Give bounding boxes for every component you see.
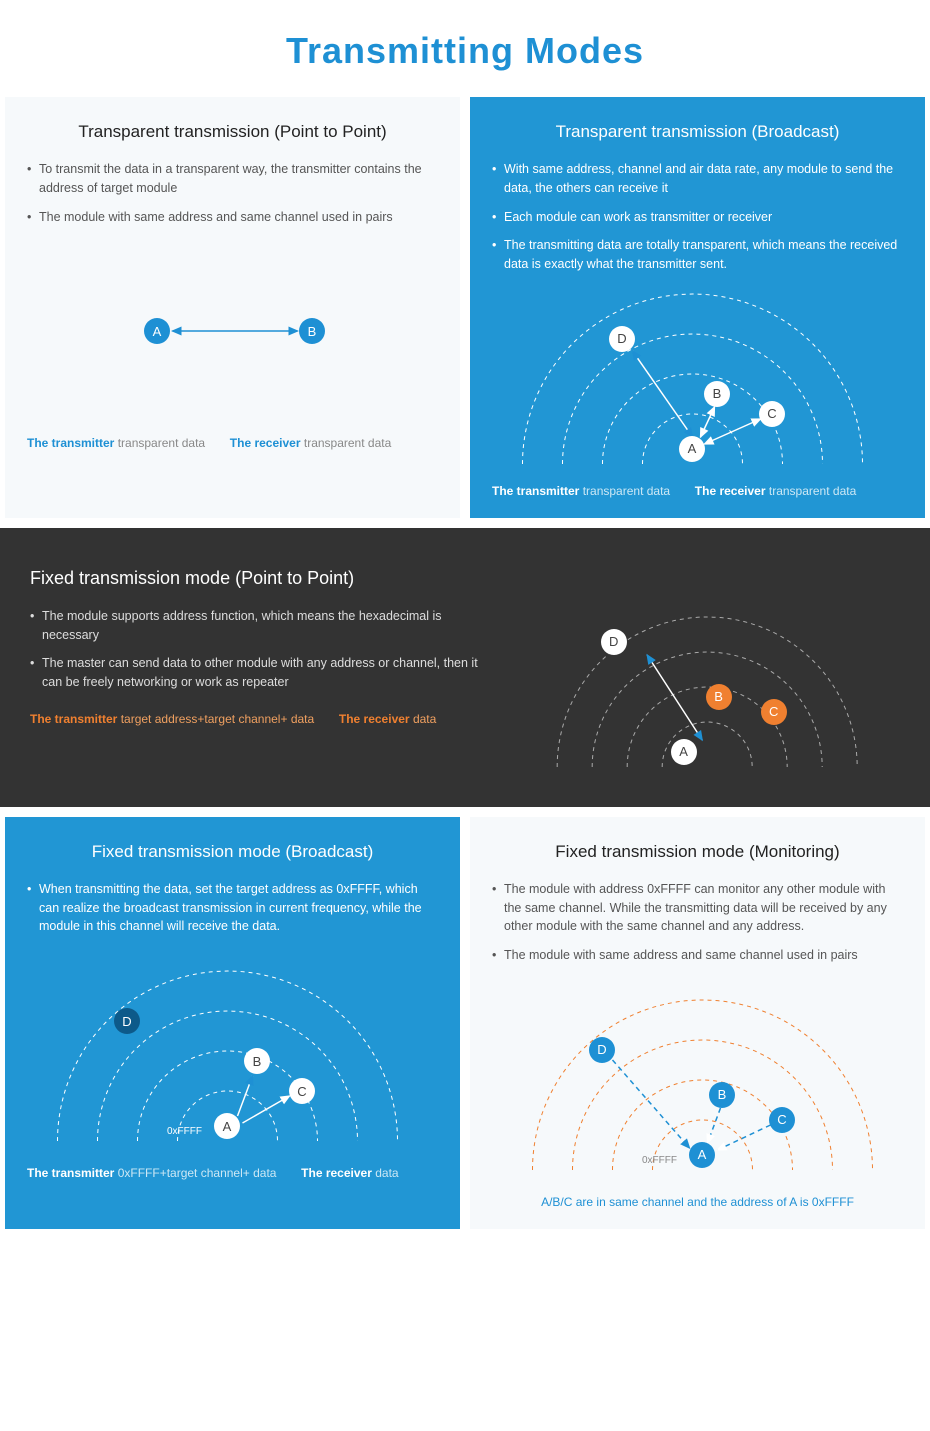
bullet-item: With same address, channel and air data … — [492, 160, 903, 198]
bullet-item: The master can send data to other module… — [30, 654, 494, 692]
node-C: C — [759, 401, 785, 427]
node-D: D — [589, 1037, 615, 1063]
bullet-list: The module supports address function, wh… — [30, 607, 494, 692]
panel-fixed-monitoring: Fixed transmission mode (Monitoring) The … — [470, 817, 925, 1229]
bullet-list: When transmitting the data, set the targ… — [27, 880, 438, 936]
node-A: A — [671, 739, 697, 765]
panel-title: Transparent transmission (Point to Point… — [27, 122, 438, 142]
node-C: C — [289, 1078, 315, 1104]
bullet-item: The module with address 0xFFFF can monit… — [492, 880, 903, 936]
panel-footer: The transmitter transparent data The rec… — [27, 436, 438, 450]
diagram-area: AB — [27, 241, 438, 421]
panel-p2p-transparent: Transparent transmission (Point to Point… — [5, 97, 460, 518]
label-ffff: 0xFFFF — [642, 1155, 677, 1166]
node-D: D — [601, 629, 627, 655]
node-B: B — [706, 684, 732, 710]
panel-fixed-p2p: Fixed transmission mode (Point to Point)… — [0, 528, 930, 807]
node-A: A — [679, 436, 705, 462]
node-D: D — [114, 1008, 140, 1034]
panel-broadcast-transparent: Transparent transmission (Broadcast) With… — [470, 97, 925, 518]
panel-title: Fixed transmission mode (Point to Point) — [30, 568, 900, 589]
bullet-item: The module with same address and same ch… — [27, 208, 438, 227]
node-C: C — [761, 699, 787, 725]
panel-footer-center: A/B/C are in same channel and the addres… — [492, 1195, 903, 1209]
bullet-item: To transmit the data in a transparent wa… — [27, 160, 438, 198]
row-1: Transparent transmission (Point to Point… — [0, 97, 930, 518]
node-B: B — [244, 1048, 270, 1074]
diagram-area: A B C D — [492, 289, 903, 469]
node-B: B — [704, 381, 730, 407]
panel-title: Fixed transmission mode (Monitoring) — [492, 842, 903, 862]
bullet-item: When transmitting the data, set the targ… — [27, 880, 438, 936]
node-D: D — [609, 326, 635, 352]
bullet-list: To transmit the data in a transparent wa… — [27, 160, 438, 226]
diagram-area: A B C D 0xFFFF — [492, 980, 903, 1180]
diagram-svg — [27, 241, 438, 421]
diagram-area: A B C D — [514, 607, 900, 777]
bullet-list: The module with address 0xFFFF can monit… — [492, 880, 903, 965]
node-A: A — [214, 1113, 240, 1139]
bullet-item: The transmitting data are totally transp… — [492, 236, 903, 274]
panel-fixed-broadcast: Fixed transmission mode (Broadcast) When … — [5, 817, 460, 1229]
label-ffff: 0xFFFF — [167, 1126, 202, 1137]
bullet-item: The module supports address function, wh… — [30, 607, 494, 645]
row-2: Fixed transmission mode (Point to Point)… — [0, 528, 930, 807]
node-C: C — [769, 1107, 795, 1133]
bullet-item: The module with same address and same ch… — [492, 946, 903, 965]
bullet-list: With same address, channel and air data … — [492, 160, 903, 274]
row-3: Fixed transmission mode (Broadcast) When … — [0, 817, 930, 1229]
node-A: A — [689, 1142, 715, 1168]
panel-title: Transparent transmission (Broadcast) — [492, 122, 903, 142]
diagram-area: A BC D 0xFFFF — [27, 951, 438, 1151]
node-B: B — [709, 1082, 735, 1108]
panel-footer: The transmitter transparent data The rec… — [492, 484, 903, 498]
main-title: Transmitting Modes — [0, 0, 930, 97]
panel-title: Fixed transmission mode (Broadcast) — [27, 842, 438, 862]
bullet-item: Each module can work as transmitter or r… — [492, 208, 903, 227]
panel-footer: The transmitter target address+target ch… — [30, 712, 494, 726]
panel-footer: The transmitter 0xFFFF+target channel+ d… — [27, 1166, 438, 1180]
